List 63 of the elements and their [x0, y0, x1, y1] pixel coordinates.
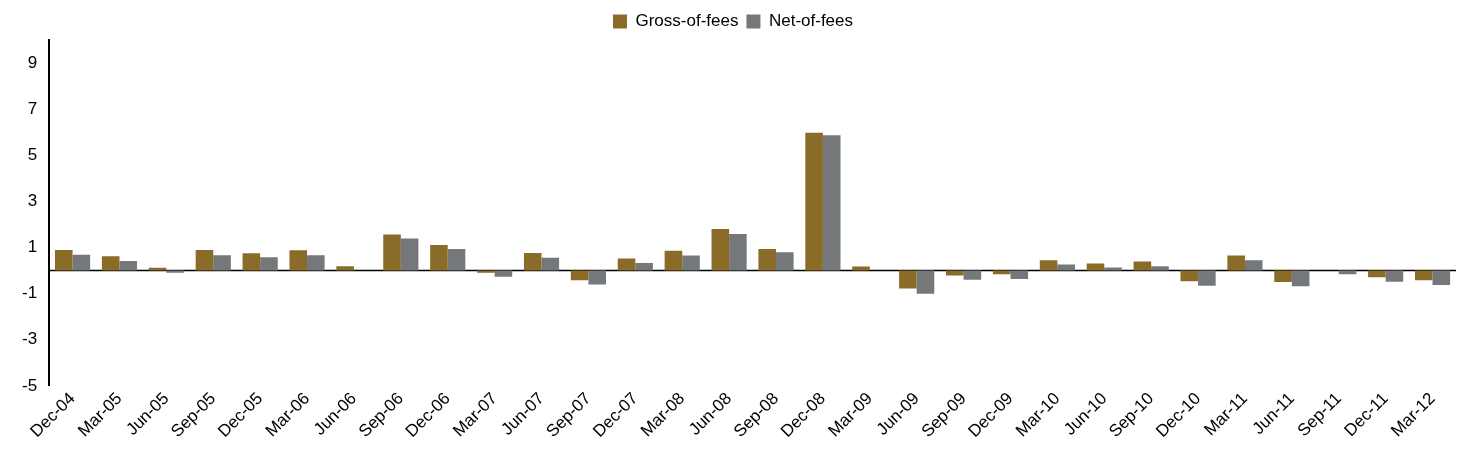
bar	[447, 249, 466, 271]
bar	[758, 249, 777, 271]
y-tick-label: -3	[21, 329, 38, 349]
y-tick-label: -5	[21, 375, 38, 395]
bar	[1010, 270, 1029, 280]
bar	[946, 270, 964, 276]
bar	[1151, 266, 1169, 271]
bar	[148, 267, 167, 271]
bar	[260, 257, 278, 271]
bar	[1414, 270, 1433, 281]
bar	[1180, 270, 1199, 282]
y-tick-label: -1	[21, 283, 38, 303]
bar	[494, 270, 513, 277]
bar	[805, 132, 823, 271]
legend-label: Gross-of-fees	[635, 11, 739, 31]
y-tick-label: 9	[27, 52, 38, 72]
bar	[1086, 263, 1105, 271]
bar	[400, 238, 419, 271]
bar	[1274, 270, 1292, 283]
bar	[1039, 260, 1058, 271]
bar	[72, 254, 91, 271]
bar	[899, 270, 917, 289]
bar	[1198, 270, 1216, 286]
bar	[336, 266, 354, 271]
bar	[682, 255, 700, 271]
bar	[54, 250, 73, 271]
bar	[617, 258, 636, 271]
bar	[664, 250, 683, 271]
bar	[541, 257, 560, 271]
bar	[1104, 267, 1122, 271]
y-tick-label: 7	[27, 98, 38, 118]
bar	[1432, 270, 1451, 286]
bar	[430, 244, 448, 271]
bar	[523, 253, 542, 271]
bar	[776, 252, 794, 271]
bar	[242, 253, 261, 271]
bar	[307, 255, 325, 271]
bar	[963, 270, 982, 280]
bar	[1244, 260, 1263, 271]
bar	[1227, 255, 1245, 271]
y-tick-label: 1	[27, 237, 38, 257]
legend-label: Net-of-fees	[768, 11, 854, 31]
bar	[195, 250, 214, 271]
bar	[852, 266, 870, 271]
bar	[916, 270, 935, 294]
bar	[101, 256, 120, 271]
bar	[635, 262, 653, 271]
bar	[289, 250, 308, 271]
bar	[383, 234, 401, 271]
bar	[588, 270, 607, 285]
bar	[1291, 270, 1310, 287]
bar	[822, 135, 841, 271]
bar	[570, 270, 589, 281]
bar	[213, 255, 231, 271]
bar	[1368, 270, 1386, 278]
y-tick-label: 3	[27, 191, 38, 211]
bar	[1057, 264, 1075, 271]
y-tick-label: 5	[27, 144, 38, 164]
bar	[1133, 261, 1152, 271]
bar	[711, 229, 730, 271]
bar	[729, 233, 747, 271]
bar	[1385, 270, 1404, 282]
bar	[119, 261, 138, 271]
